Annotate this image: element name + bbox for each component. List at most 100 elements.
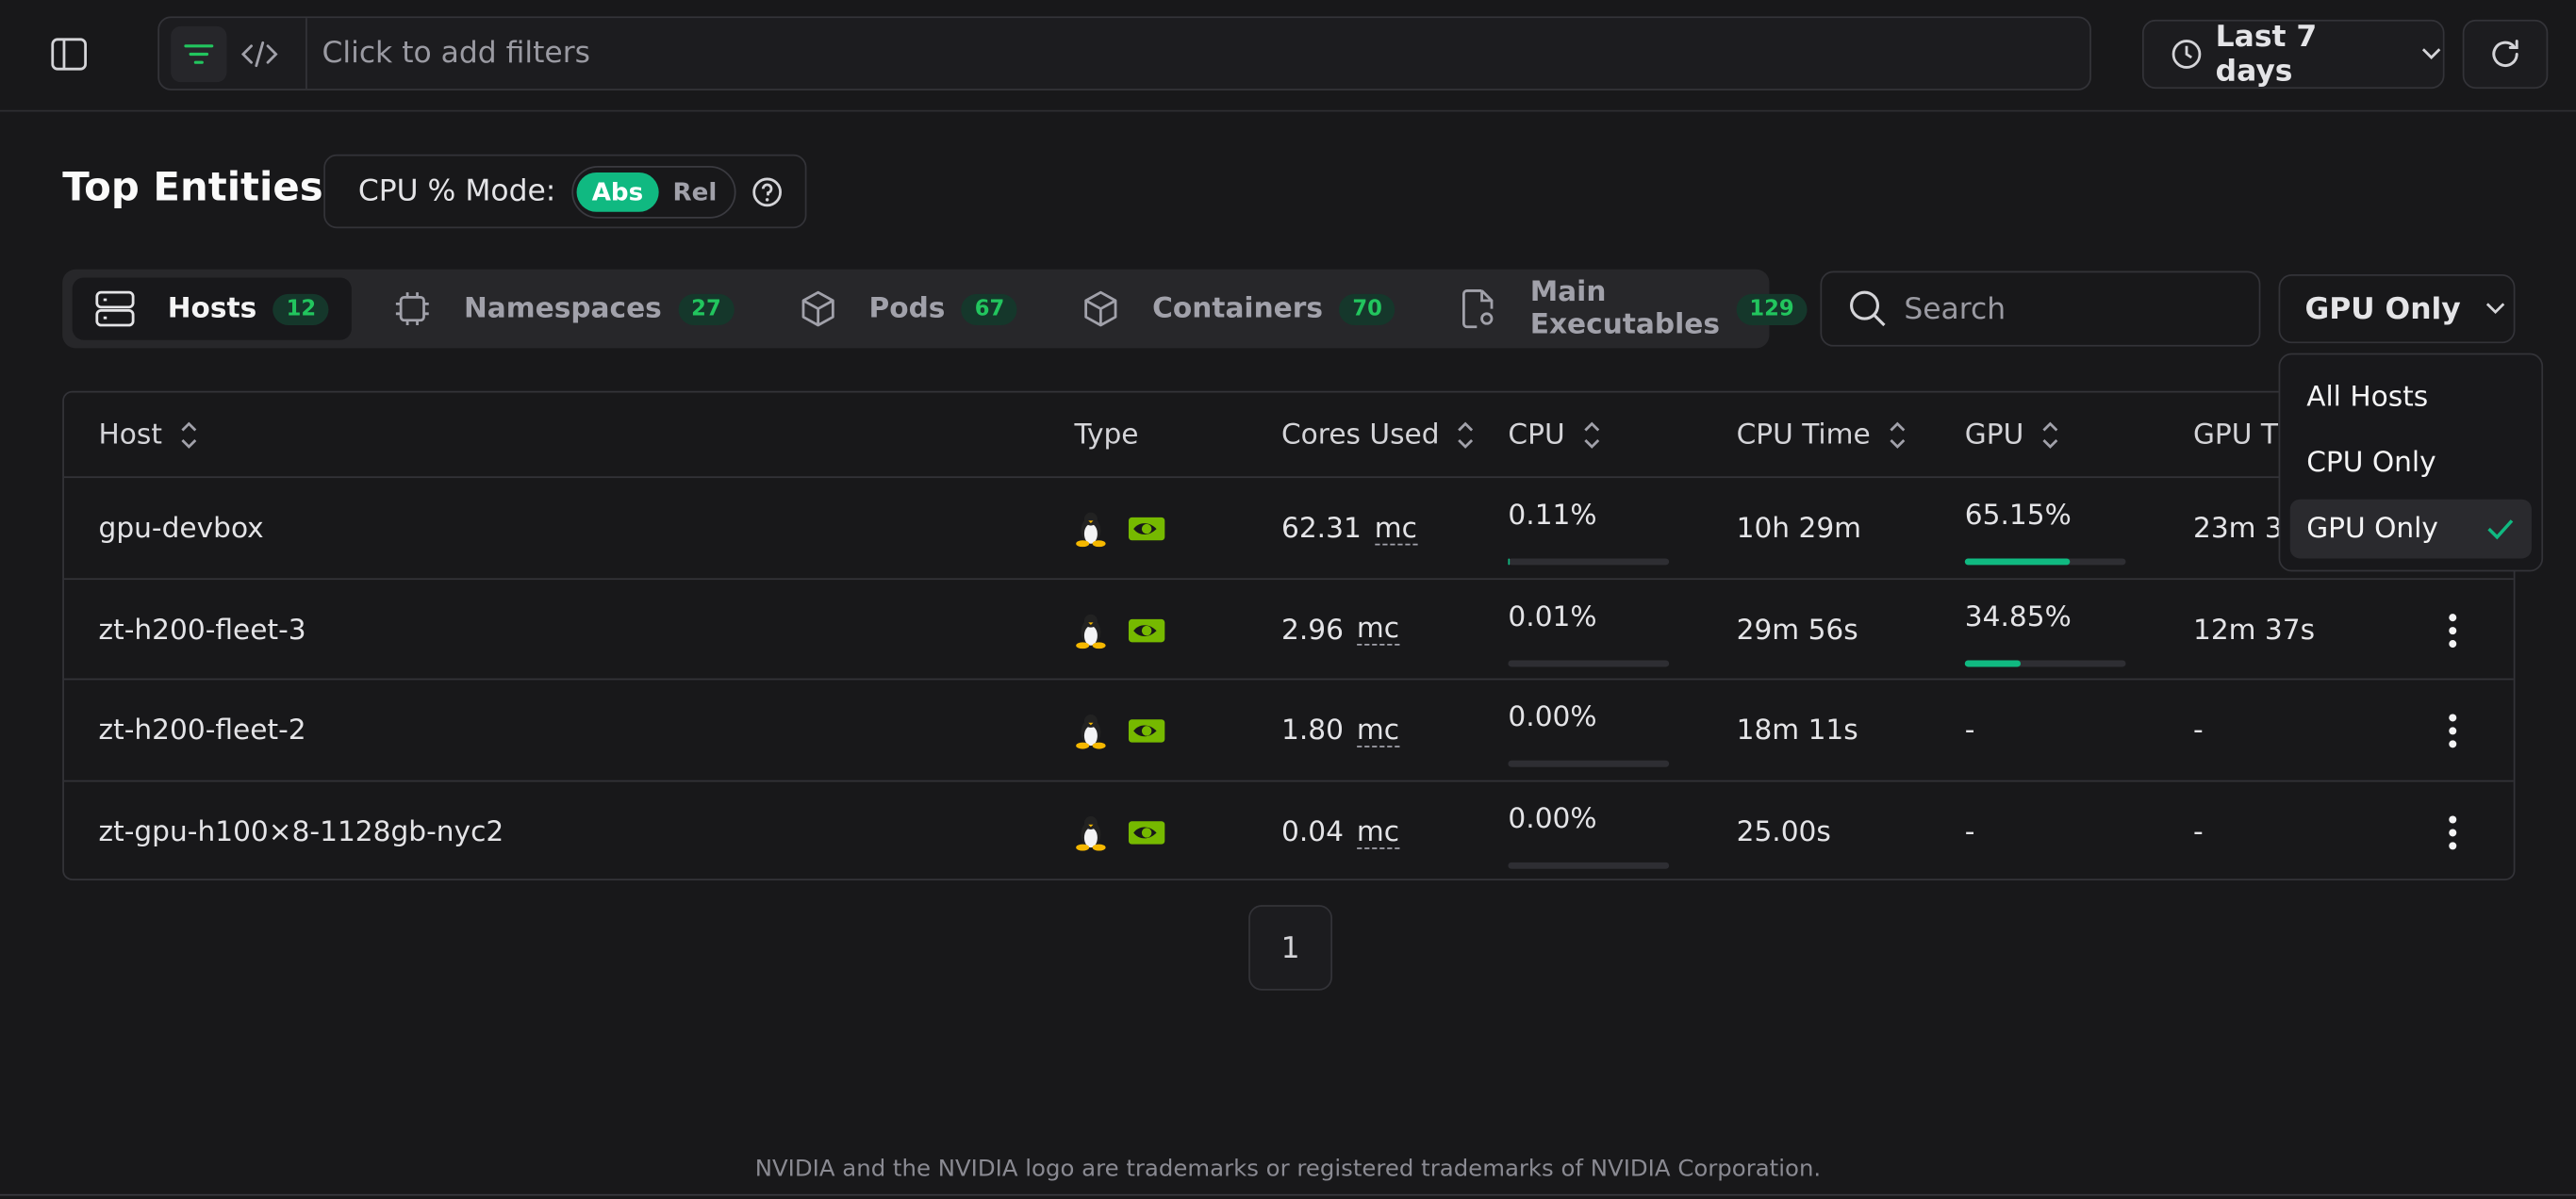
tab-label: Hosts (167, 292, 257, 326)
linux-icon-svg (1076, 614, 1106, 649)
gpu-cell: 34.85% (1964, 580, 2126, 682)
gpu-time: 23m 3 (2192, 512, 2283, 546)
column-header[interactable]: CPU Time (1737, 392, 1907, 476)
column-header-label: Type (1074, 418, 1139, 452)
tab[interactable]: Containers 70 (1061, 277, 1419, 339)
more-icon (2448, 612, 2457, 648)
cores-cell: 2.96 mc (1281, 580, 1400, 682)
cpu-cell: 0.11% (1508, 478, 1670, 580)
gpu-time-cell: 12m 37s (2193, 580, 2315, 682)
cores-value: 1.80 (1280, 714, 1344, 748)
tab[interactable]: Pods 67 (777, 277, 1041, 339)
menu-option[interactable]: All Hosts (2290, 368, 2532, 427)
percent-track (1508, 862, 1670, 869)
table-row: zt-gpu-h100×8-1128gb-nyc2 0.04 mc 0.00% 25.0… (63, 780, 2514, 879)
cpu-time: 18m 11s (1736, 714, 1858, 748)
cpu-mode-label: CPU % Mode: (357, 173, 556, 209)
percent-label: 0.01% (1508, 600, 1597, 634)
more-icon-svg (2449, 815, 2457, 850)
percent-cell: 65.15% (1964, 489, 2126, 568)
gpu-cell: - (1964, 782, 1975, 879)
column-header[interactable]: Host (99, 392, 199, 476)
search-box[interactable]: Search (1820, 271, 2261, 347)
entity-tabs: Hosts 12 Namespaces 27 Pods 67 Containers 70 Mai… (62, 269, 1808, 349)
cpu-mode-option[interactable]: Abs (577, 172, 658, 211)
footer-divider (0, 1193, 2576, 1196)
column-header[interactable]: CPU (1508, 392, 1601, 476)
host-cell: zt-h200-fleet-2 (99, 681, 306, 782)
linux-icon (1074, 714, 1107, 750)
tab-label: Namespaces (463, 292, 662, 326)
tab-icon (800, 290, 852, 327)
tab-count: 70 (1339, 293, 1395, 325)
cores-cell: 0.04 mc (1281, 782, 1400, 879)
percent-cell: 34.85% (1964, 591, 2126, 670)
gpu-icon-svg (1128, 618, 1165, 642)
type-cell (1074, 782, 1166, 879)
gpu-icon-svg (1128, 719, 1165, 744)
time-range-button[interactable]: Last 7 days (2141, 19, 2445, 90)
tab-label: Pods (868, 292, 946, 326)
page-button[interactable]: 1 (1248, 905, 1333, 991)
cpu-time: 29m 56s (1736, 614, 1858, 648)
filter-mode-button[interactable] (171, 25, 227, 82)
more-icon-svg (2449, 714, 2457, 749)
sort-icon (2040, 419, 2060, 449)
gpu-time-cell: 23m 3 (2193, 478, 2283, 580)
refresh-button[interactable] (2462, 19, 2549, 90)
column-header[interactable]: GPU (1965, 392, 2060, 476)
row-menu[interactable] (2448, 782, 2457, 879)
tab[interactable]: Main Executables 129 (1438, 276, 1830, 341)
tab-count: 129 (1736, 293, 1808, 325)
chevron-icon (2485, 303, 2505, 315)
row-menu[interactable] (2448, 681, 2457, 782)
tab[interactable]: Namespaces 27 (372, 277, 757, 339)
cpu-mode-option[interactable]: Rel (672, 176, 718, 206)
row-menu[interactable] (2448, 580, 2457, 682)
percent-cell: 0.11% (1508, 489, 1670, 568)
column-header-label: Host (98, 418, 162, 452)
code-mode-button[interactable] (226, 25, 292, 81)
more-icon (2448, 714, 2457, 749)
tab-icon-svg (1085, 290, 1118, 327)
cpu-cell: 0.01% (1508, 580, 1670, 682)
percent-track (1964, 558, 2126, 566)
tab-count: 12 (272, 293, 330, 325)
linux-icon-svg (1076, 816, 1106, 851)
tab-icon (1461, 289, 1514, 329)
sidebar-toggle[interactable] (51, 36, 87, 72)
menu-option-label: All Hosts (2306, 381, 2429, 415)
cpu-mode-toggle: Abs Rel (571, 165, 737, 218)
menu-option[interactable]: CPU Only (2290, 434, 2532, 493)
percent-label: 65.15% (1964, 499, 2072, 533)
gpu-icon-svg (1128, 517, 1165, 541)
cpu-time: 25.00s (1736, 816, 1831, 850)
cpu-time-cell: 18m 11s (1737, 681, 1858, 782)
cores-unit: mc (1356, 815, 1400, 849)
host-name: zt-h200-fleet-3 (98, 614, 306, 648)
column-header-label: CPU Time (1736, 418, 1871, 452)
filter-bar[interactable]: Click to add filters (157, 16, 2091, 90)
type-cell (1074, 478, 1166, 580)
help-icon[interactable] (751, 175, 784, 208)
host-filter-menu: All Hosts CPU Only GPU Only (2278, 353, 2544, 572)
refresh-icon (2492, 40, 2518, 67)
cell-text: - (1964, 816, 1975, 850)
host-filter-button[interactable]: GPU Only (2278, 273, 2516, 344)
cores-value: 62.31 (1280, 512, 1362, 546)
header-divider (0, 109, 2576, 112)
check-icon (2485, 517, 2515, 540)
tab[interactable]: Hosts 12 (72, 277, 353, 340)
sort-icon-svg (1583, 420, 1599, 449)
column-header[interactable]: Cores Used (1281, 392, 1476, 476)
search-placeholder: Search (1904, 291, 2006, 326)
check-icon-svg (2487, 519, 2514, 540)
sort-icon (1581, 419, 1601, 449)
separator (305, 18, 307, 90)
menu-option[interactable]: GPU Only (2289, 499, 2532, 559)
percent-track (1508, 558, 1670, 566)
page-title: Top Entities (62, 164, 323, 211)
host-cell: zt-h200-fleet-3 (99, 580, 306, 682)
